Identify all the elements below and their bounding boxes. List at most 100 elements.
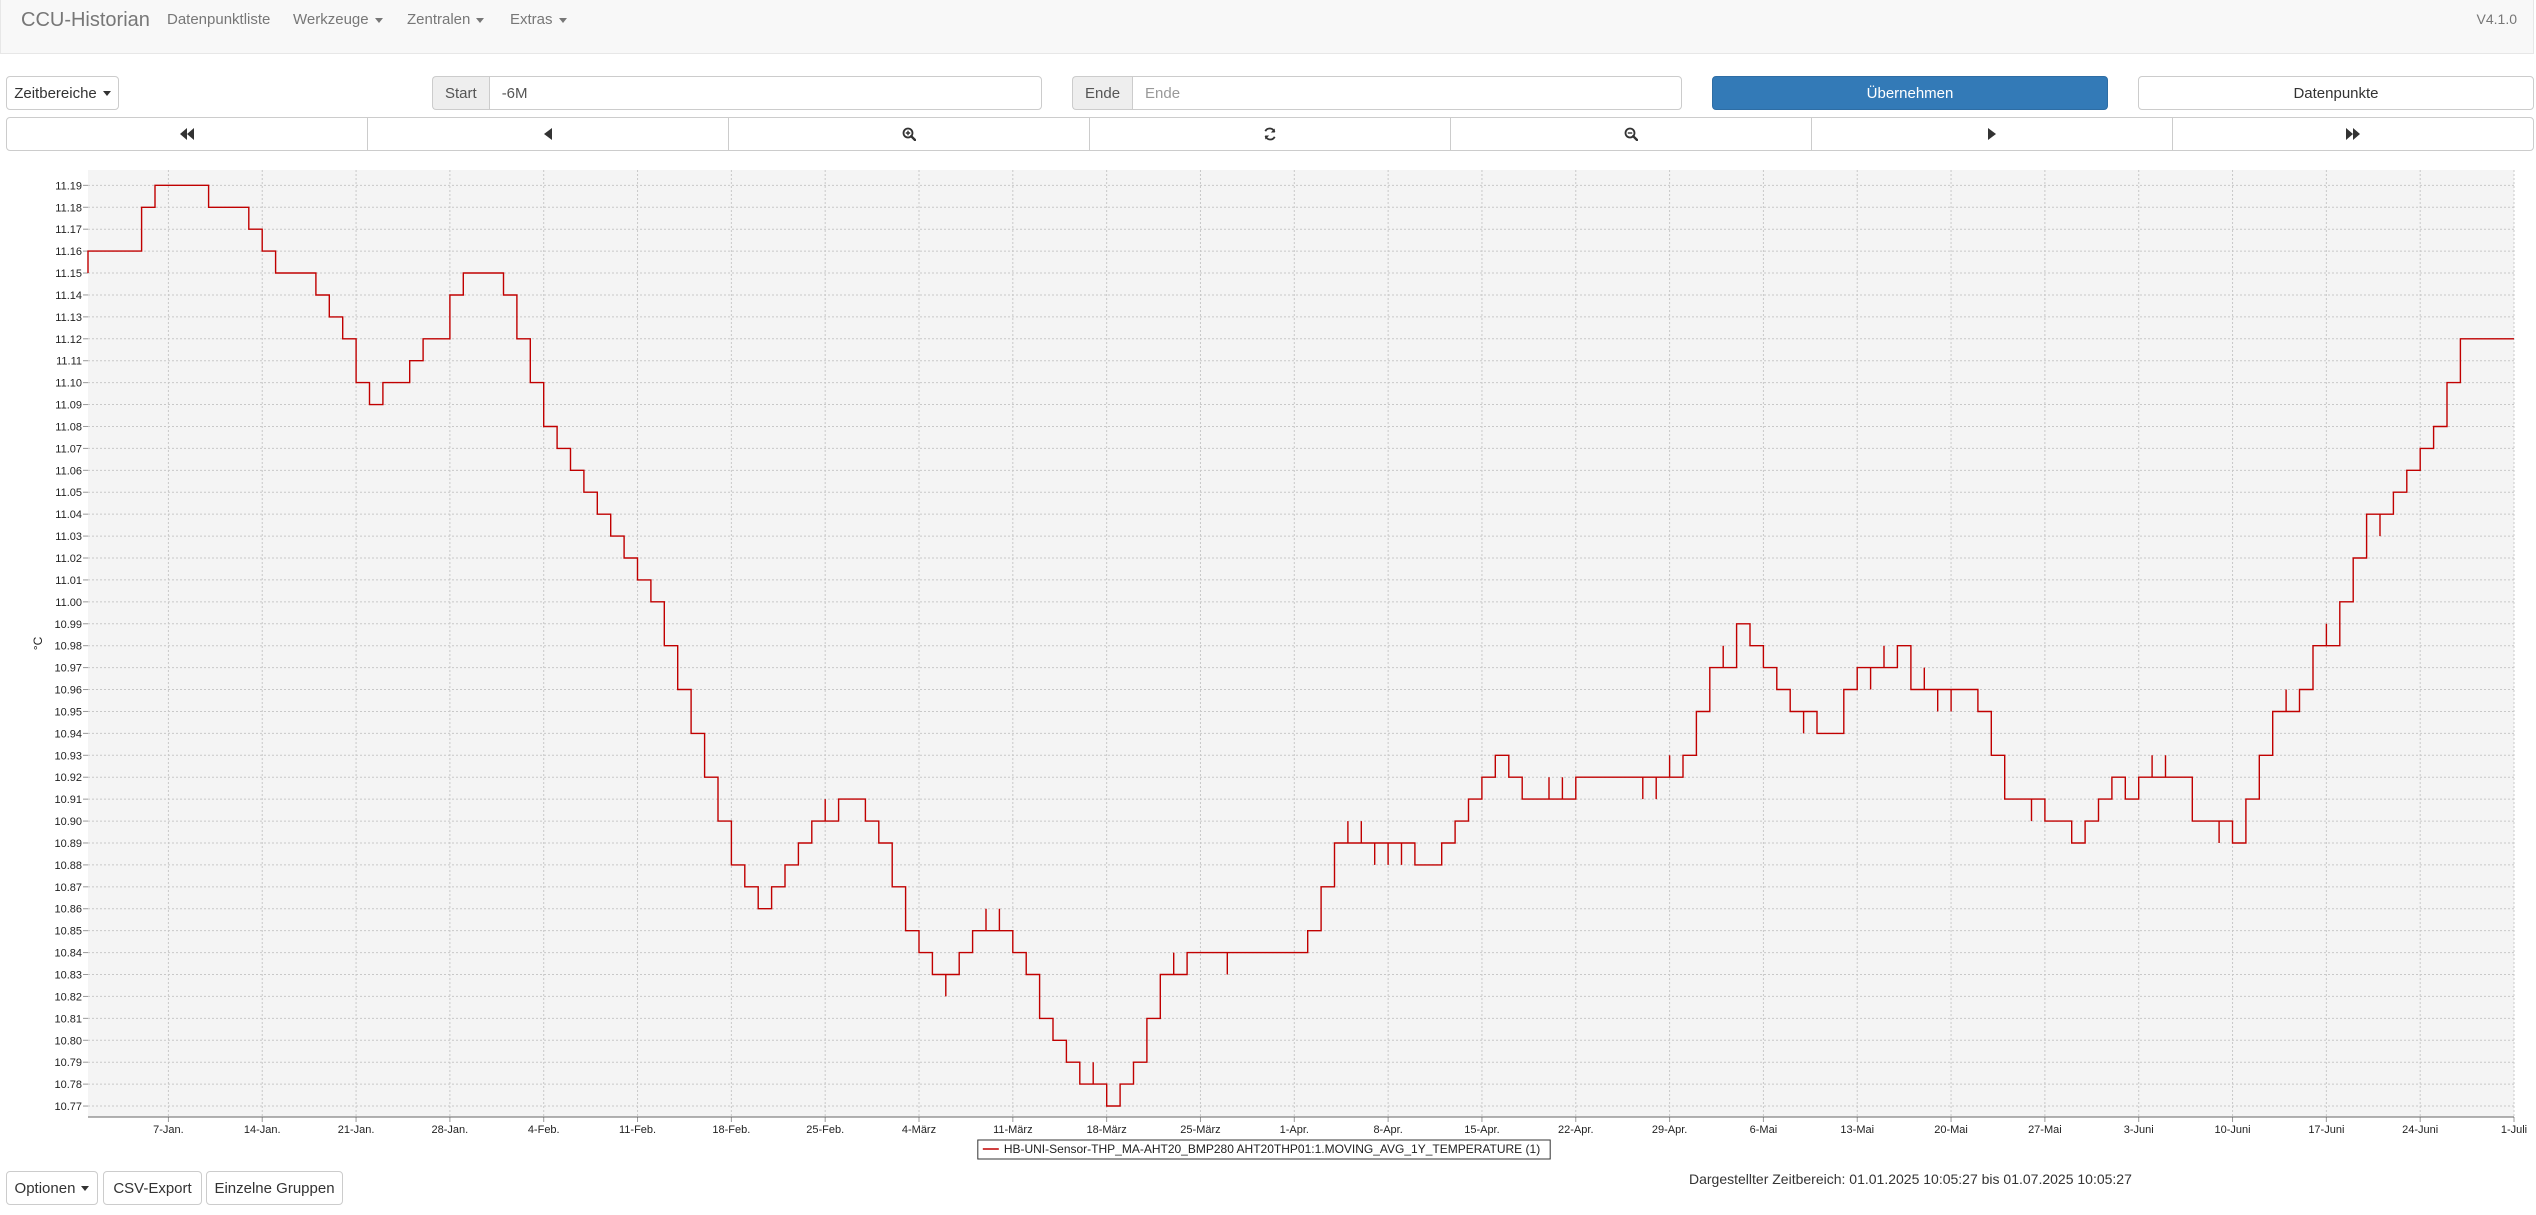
y-tick-label: 10.80	[54, 1035, 82, 1047]
y-tick-label: 10.85	[54, 926, 82, 938]
x-tick-label: 29-Apr.	[1652, 1124, 1687, 1136]
y-tick-label: 10.89	[54, 838, 82, 850]
single-groups-button[interactable]: Einzelne Gruppen	[206, 1171, 343, 1205]
x-tick-label: 1-Apr.	[1280, 1124, 1309, 1136]
step-backward-icon	[544, 128, 552, 140]
ende-addon-label: Ende	[1072, 76, 1133, 110]
x-tick-label: 10-Juni	[2214, 1124, 2250, 1136]
y-tick-label: 10.90	[54, 816, 82, 828]
options-label: Optionen	[14, 1179, 76, 1197]
start-addon-label: Start	[432, 76, 489, 110]
x-tick-label: 8-Apr.	[1373, 1124, 1402, 1136]
chart-legend[interactable]: HB-UNI-Sensor-THP_MA-AHT20_BMP280 AHT20T…	[977, 1139, 1551, 1160]
step-backward-button[interactable]	[367, 117, 729, 151]
nav-werkzeuge-menu[interactable]: Werkzeuge	[293, 11, 383, 28]
x-tick-label: 18-März	[1086, 1124, 1126, 1136]
y-tick-label: 10.95	[54, 706, 82, 718]
x-tick-label: 4-März	[902, 1124, 936, 1136]
nav-extras-label: Extras	[510, 11, 553, 28]
x-tick-label: 21-Jan.	[338, 1124, 375, 1136]
options-dropdown[interactable]: Optionen	[6, 1171, 98, 1205]
zoom-in-icon	[902, 127, 916, 141]
y-tick-label: 10.79	[54, 1057, 82, 1069]
temperature-chart[interactable]: 10.77 10.78 10.79 10.80 10.81 10.82 10.83 10.84…	[6, 160, 2534, 1162]
legend-entry: HB-UNI-Sensor-THP_MA-AHT20_BMP280 AHT20T…	[1004, 1142, 1540, 1156]
start-input[interactable]	[488, 76, 1042, 110]
y-tick-label: 11.10	[55, 378, 82, 390]
y-tick-label: 10.87	[54, 882, 82, 894]
y-tick-label: 10.91	[54, 794, 82, 806]
y-gridlines	[88, 184, 2514, 1107]
y-tick-label: 11.18	[55, 202, 82, 214]
x-tick-label: 15-Apr.	[1464, 1124, 1499, 1136]
displayed-time-range: Dargestellter Zeitbereich: 01.01.2025 10…	[1689, 1171, 2132, 1187]
caret-down-icon	[374, 17, 383, 23]
zoom-out-button[interactable]	[1450, 117, 1812, 151]
legend-box	[977, 1139, 1551, 1160]
x-tick-label: 13-Mai	[1840, 1124, 1874, 1136]
nav-zentralen-label: Zentralen	[407, 11, 471, 28]
y-axis-label: °C	[31, 636, 45, 650]
caret-down-icon	[81, 1185, 90, 1191]
zeitbereiche-dropdown[interactable]: Zeitbereiche	[6, 76, 119, 110]
csv-export-button[interactable]: CSV-Export	[103, 1171, 202, 1205]
apply-button[interactable]: Übernehmen	[1712, 76, 2108, 110]
y-tick-label: 11.09	[55, 400, 82, 412]
y-tick-label: 11.04	[55, 509, 82, 521]
x-tick-label: 25-März	[1180, 1124, 1220, 1136]
nav-zentralen-menu[interactable]: Zentralen	[407, 11, 485, 28]
plot-area[interactable]	[88, 170, 2514, 1117]
y-tick-label: 10.98	[54, 641, 82, 653]
y-tick-label: 11.00	[55, 597, 82, 609]
series-line	[87, 184, 2514, 1107]
y-tick-label: 10.81	[54, 1013, 82, 1025]
y-tick-label: 11.01	[55, 575, 82, 587]
y-tick-label: 11.05	[55, 487, 82, 499]
app-brand[interactable]: CCU-Historian	[21, 9, 150, 31]
y-tick-label: 10.78	[54, 1079, 82, 1091]
x-tick-label: 22-Apr.	[1558, 1124, 1593, 1136]
y-tick-label: 11.11	[56, 356, 82, 368]
nav-werkzeuge-label: Werkzeuge	[293, 11, 369, 28]
refresh-button[interactable]	[1089, 117, 1451, 151]
x-tick-label: 27-Mai	[2028, 1124, 2062, 1136]
x-tick-label: 24-Juni	[2402, 1124, 2438, 1136]
y-tick-label: 10.83	[54, 970, 82, 982]
x-tick-label: 25-Feb.	[806, 1124, 844, 1136]
y-tick-label: 10.97	[54, 663, 82, 675]
caret-down-icon	[476, 17, 485, 23]
x-tick-label: 17-Juni	[2308, 1124, 2344, 1136]
ende-input-group: Ende	[1072, 76, 1682, 110]
y-tick-label: 10.88	[54, 860, 82, 872]
x-axis-ticks: 7-Jan. 14-Jan. 21-Jan. 28-Jan. 4-Feb. 11-Feb.…	[153, 1117, 2527, 1136]
caret-down-icon	[102, 90, 111, 96]
time-navigation-bar	[6, 117, 2534, 151]
nav-datenpunktliste[interactable]: Datenpunktliste	[167, 11, 271, 28]
fast-backward-icon	[180, 128, 194, 140]
step-forward-icon	[1988, 128, 1996, 140]
zoom-in-button[interactable]	[728, 117, 1090, 151]
x-tick-label: 3-Juni	[2124, 1124, 2154, 1136]
y-tick-label: 10.94	[54, 728, 82, 740]
x-tick-label: 7-Jan.	[153, 1124, 184, 1136]
x-tick-label: 6-Mai	[1750, 1124, 1778, 1136]
y-tick-label: 10.96	[54, 685, 82, 697]
y-tick-label: 11.12	[55, 334, 82, 346]
x-tick-label: 1-Juli	[2501, 1124, 2527, 1136]
step-forward-button[interactable]	[1811, 117, 2173, 151]
datapoints-button[interactable]: Datenpunkte	[2138, 76, 2534, 110]
y-tick-label: 11.15	[55, 268, 82, 280]
fast-forward-button[interactable]	[2172, 117, 2534, 151]
y-tick-label: 10.93	[54, 750, 82, 762]
fast-forward-icon	[2346, 128, 2360, 140]
start-input-group: Start	[432, 76, 1042, 110]
ende-input[interactable]	[1132, 76, 1682, 110]
y-tick-label: 11.13	[55, 312, 82, 324]
app-version: V4.1.0	[2476, 11, 2517, 27]
zoom-out-icon	[1624, 127, 1638, 141]
y-tick-label: 11.02	[55, 553, 82, 565]
nav-extras-menu[interactable]: Extras	[510, 11, 567, 28]
y-tick-label: 10.86	[54, 904, 82, 916]
y-tick-label: 11.06	[55, 465, 82, 477]
fast-backward-button[interactable]	[6, 117, 368, 151]
